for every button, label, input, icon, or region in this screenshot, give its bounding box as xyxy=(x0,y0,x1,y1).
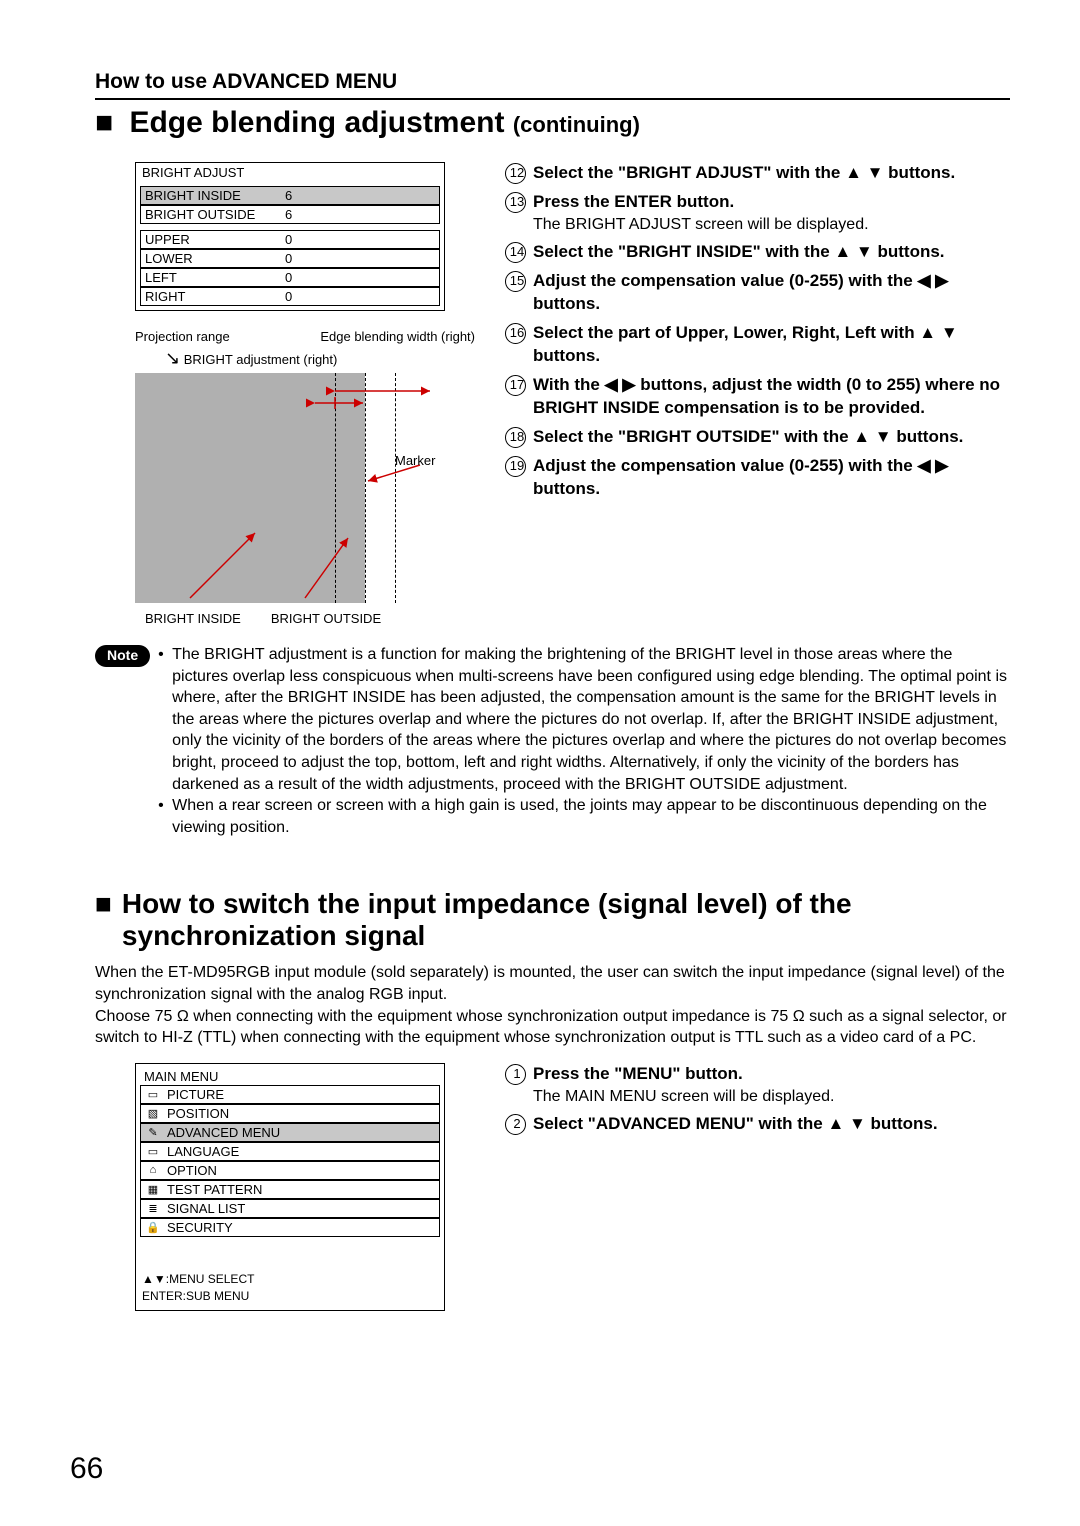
menu-hint-select: ▲▼:MENU SELECT xyxy=(142,1271,440,1288)
menu-item-icon: ▦ xyxy=(145,1183,161,1196)
menu-item-icon: ⌂ xyxy=(145,1164,161,1176)
step-body: Select the "BRIGHT INSIDE" with the ▲ ▼ … xyxy=(533,241,1010,264)
step-number: 18 xyxy=(505,427,529,447)
step-body: Adjust the compensation value (0-255) wi… xyxy=(533,270,1010,316)
step-body: Adjust the compensation value (0-255) wi… xyxy=(533,455,1010,501)
note-bullet: •When a rear screen or screen with a hig… xyxy=(158,795,1010,838)
page-number: 66 xyxy=(70,1452,103,1486)
step-body: Press the ENTER button.The BRIGHT ADJUST… xyxy=(533,191,1010,236)
note-block: Note •The BRIGHT adjustment is a functio… xyxy=(95,644,1010,838)
steps-list-1: 12Select the "BRIGHT ADJUST" with the ▲ … xyxy=(505,162,1010,501)
menu-item-label: ADVANCED MENU xyxy=(167,1125,280,1140)
step-item: 13Press the ENTER button.The BRIGHT ADJU… xyxy=(505,191,1010,236)
title-impedance: ■ How to switch the input impedance (sig… xyxy=(95,888,1010,952)
step-item: 18Select the "BRIGHT OUTSIDE" with the ▲… xyxy=(505,426,1010,449)
menu-item-label: SECURITY xyxy=(167,1220,233,1235)
step-item: 14Select the "BRIGHT INSIDE" with the ▲ … xyxy=(505,241,1010,264)
menu-item: ▧ POSITION xyxy=(140,1104,440,1123)
section-header: How to use ADVANCED MENU xyxy=(95,70,1010,100)
step-number: 13 xyxy=(505,192,529,212)
menu-item-label: LANGUAGE xyxy=(167,1144,239,1159)
table-row: RIGHT 0 xyxy=(140,287,440,306)
menu-item-label: SIGNAL LIST xyxy=(167,1201,245,1216)
menu-item: 🔒 SECURITY xyxy=(140,1218,440,1237)
note-bullet: •The BRIGHT adjustment is a function for… xyxy=(158,644,1010,795)
step-body: Select the "BRIGHT ADJUST" with the ▲ ▼ … xyxy=(533,162,1010,185)
menu-item: ▭ LANGUAGE xyxy=(140,1142,440,1161)
menu-item: ▦ TEST PATTERN xyxy=(140,1180,440,1199)
step-number: 14 xyxy=(505,242,529,262)
step-body: Select the "BRIGHT OUTSIDE" with the ▲ ▼… xyxy=(533,426,1010,449)
step-item: 12Select the "BRIGHT ADJUST" with the ▲ … xyxy=(505,162,1010,185)
step-item: 16Select the part of Upper, Lower, Right… xyxy=(505,322,1010,368)
menu-item: ▭ PICTURE xyxy=(140,1085,440,1104)
step-number: 15 xyxy=(505,271,529,291)
diagram-label-projection: Projection range xyxy=(135,329,230,344)
step-item: 15Adjust the compensation value (0-255) … xyxy=(505,270,1010,316)
table-row: UPPER 0 xyxy=(140,230,440,249)
step-number: 12 xyxy=(505,163,529,183)
title-main: Edge blending adjustment xyxy=(129,106,504,139)
square-bullet: ■ xyxy=(95,888,112,952)
menu-hint-enter: ENTER:SUB MENU xyxy=(142,1288,440,1305)
table-row: BRIGHT INSIDE 6 xyxy=(140,186,440,205)
step-body: Select the part of Upper, Lower, Right, … xyxy=(533,322,1010,368)
step-number: 17 xyxy=(505,375,529,395)
menu-item-icon: ▭ xyxy=(145,1145,161,1158)
table-row: BRIGHT OUTSIDE 6 xyxy=(140,205,440,224)
menu-item-icon: ≣ xyxy=(145,1202,161,1215)
step-number: 2 xyxy=(505,1114,529,1134)
step-item: 2Select "ADVANCED MENU" with the ▲ ▼ but… xyxy=(505,1113,1010,1136)
step-body: Select "ADVANCED MENU" with the ▲ ▼ butt… xyxy=(533,1113,1010,1136)
diagram-label-blendwidth: Edge blending width (right) xyxy=(320,329,475,344)
note-badge: Note xyxy=(95,645,150,667)
diagram-label-inside: BRIGHT INSIDE xyxy=(145,611,241,626)
menu-item-icon: ▧ xyxy=(145,1107,161,1120)
diagram-label-bright-adj: BRIGHT adjustment (right) xyxy=(184,352,338,367)
step-body: With the ◀ ▶ buttons, adjust the width (… xyxy=(533,374,1010,420)
title-continuing: (continuing) xyxy=(513,112,640,137)
diagram-label-outside: BRIGHT OUTSIDE xyxy=(271,611,381,626)
menu-item: ✎ ADVANCED MENU xyxy=(140,1123,440,1142)
menu-item-label: OPTION xyxy=(167,1163,217,1178)
menu-item-icon: ✎ xyxy=(145,1126,161,1139)
step-item: 19Adjust the compensation value (0-255) … xyxy=(505,455,1010,501)
step-number: 19 xyxy=(505,456,529,476)
menu-item: ⌂ OPTION xyxy=(140,1161,440,1180)
main-menu-title: MAIN MENU xyxy=(140,1068,440,1085)
title-edge-blending: ■ Edge blending adjustment (continuing) xyxy=(95,106,1010,140)
step-body: Press the "MENU" button.The MAIN MENU sc… xyxy=(533,1063,1010,1108)
step-number: 16 xyxy=(505,323,529,343)
menu-item-icon: ▭ xyxy=(145,1088,161,1101)
menu-item-label: TEST PATTERN xyxy=(167,1182,262,1197)
diagram-label-marker: Marker xyxy=(395,453,435,468)
intro-paragraph: When the ET-MD95RGB input module (sold s… xyxy=(95,962,1010,1048)
menu-item-label: PICTURE xyxy=(167,1087,224,1102)
menu-item-icon: 🔒 xyxy=(145,1221,161,1234)
title2-main: How to switch the input impedance (signa… xyxy=(122,888,1010,952)
projection-diagram: Projection range Edge blending width (ri… xyxy=(135,329,475,626)
step-item: 17With the ◀ ▶ buttons, adjust the width… xyxy=(505,374,1010,420)
steps-list-2: 1Press the "MENU" button.The MAIN MENU s… xyxy=(505,1063,1010,1136)
table-row: LEFT 0 xyxy=(140,268,440,287)
menu-item-label: POSITION xyxy=(167,1106,229,1121)
table-row: LOWER 0 xyxy=(140,249,440,268)
main-menu-box: MAIN MENU ▭ PICTURE ▧ POSITION ✎ ADVANCED MEN… xyxy=(135,1063,445,1312)
bright-adjust-table: BRIGHT ADJUST BRIGHT INSIDE 6 BRIGHT OUT… xyxy=(135,162,445,311)
step-number: 1 xyxy=(505,1064,529,1084)
step-item: 1Press the "MENU" button.The MAIN MENU s… xyxy=(505,1063,1010,1108)
bright-adjust-title: BRIGHT ADJUST xyxy=(136,163,444,182)
menu-item: ≣ SIGNAL LIST xyxy=(140,1199,440,1218)
square-bullet: ■ xyxy=(95,106,113,139)
